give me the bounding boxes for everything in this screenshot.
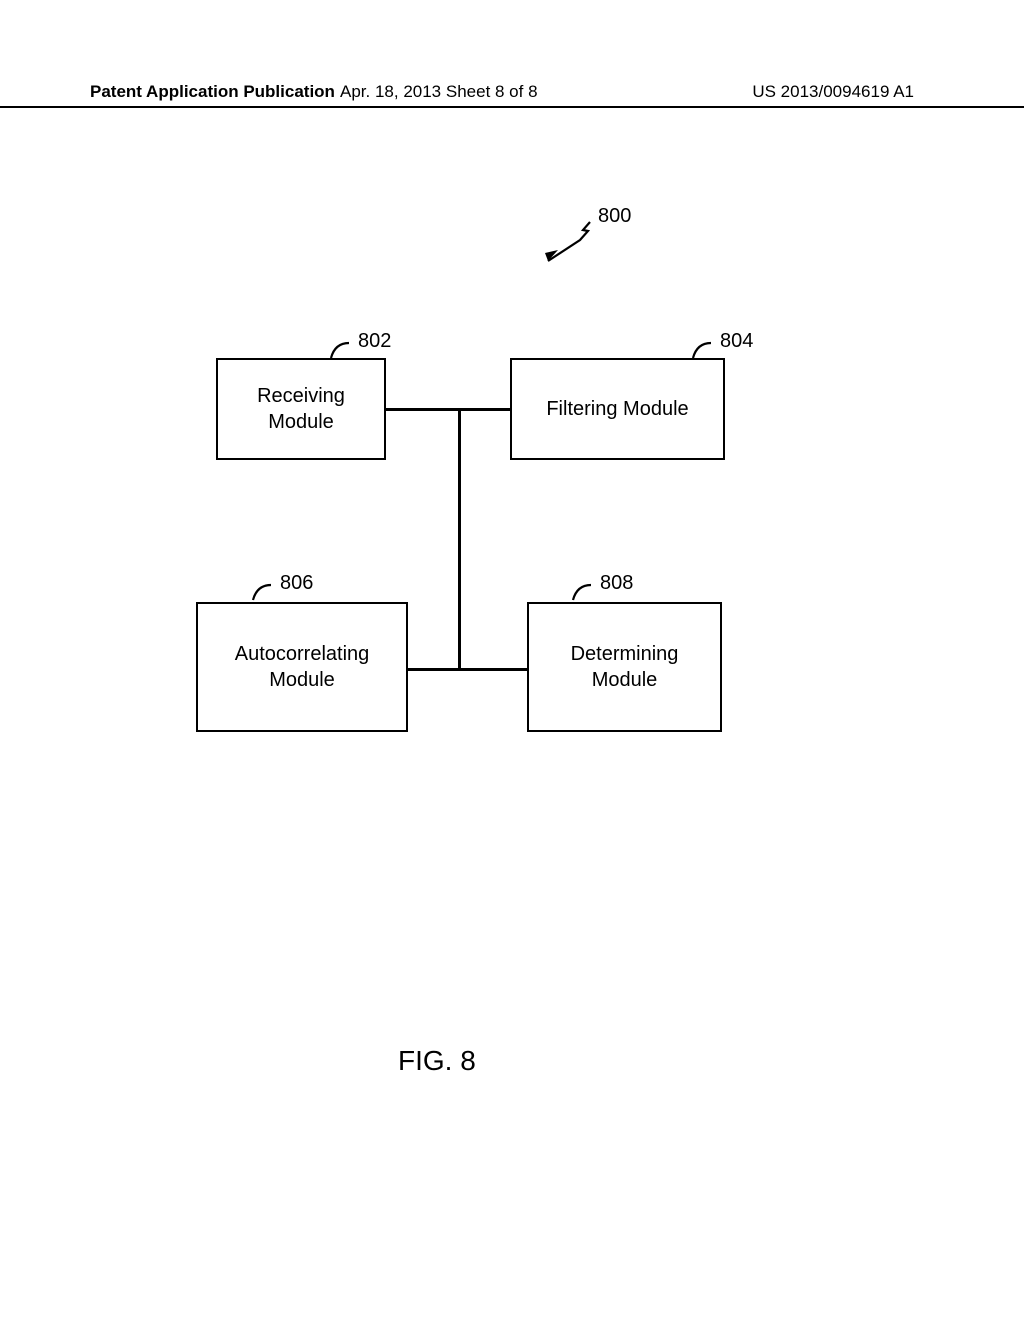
reference-number: 804 [720, 330, 753, 353]
figure-label: FIG. 8 [398, 1045, 476, 1077]
autocorrelating-module: AutocorrelatingModule [196, 602, 408, 732]
callout-curve-icon [687, 340, 717, 362]
reference-number: 806 [280, 572, 313, 595]
callout-curve-icon [325, 340, 355, 362]
filtering-module: Filtering Module [510, 358, 725, 460]
module-label: DeterminingModule [571, 641, 679, 693]
reference-number: 808 [600, 572, 633, 595]
connector-line [386, 408, 510, 411]
callout-curve-icon [247, 582, 277, 604]
module-label: AutocorrelatingModule [235, 641, 370, 693]
receiving-module: ReceivingModule [216, 358, 386, 460]
main-reference-arrow-icon [530, 218, 600, 273]
module-label: ReceivingModule [257, 383, 345, 435]
connector-line [458, 408, 461, 670]
main-reference-number: 800 [598, 205, 631, 228]
module-label: Filtering Module [546, 396, 688, 422]
publication-number: US 2013/0094619 A1 [752, 82, 1024, 102]
determining-module: DeterminingModule [527, 602, 722, 732]
publication-label: Patent Application Publication [0, 82, 335, 102]
reference-number: 802 [358, 330, 391, 353]
callout-curve-icon [567, 582, 597, 604]
date-sheet-label: Apr. 18, 2013 Sheet 8 of 8 [340, 82, 538, 102]
page-header: Patent Application Publication Apr. 18, … [0, 82, 1024, 108]
connector-line [408, 668, 527, 671]
